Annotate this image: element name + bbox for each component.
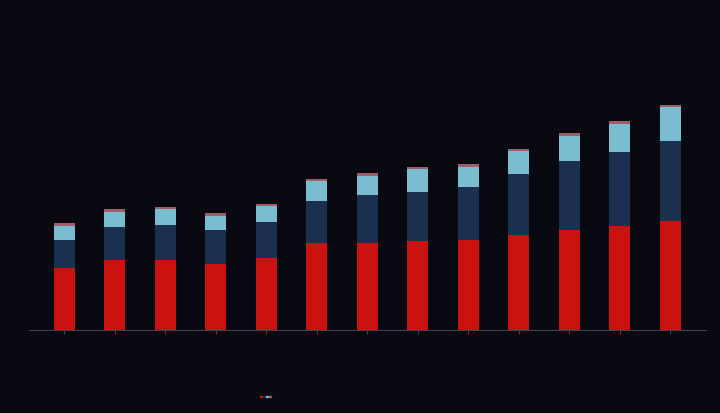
Bar — [53, 223, 75, 225]
Bar — [356, 195, 378, 243]
Bar — [660, 107, 681, 140]
Bar — [458, 166, 479, 187]
Bar — [508, 174, 529, 235]
Bar — [407, 192, 428, 242]
Bar — [559, 230, 580, 330]
Bar — [458, 164, 479, 166]
Bar — [407, 167, 428, 169]
Bar — [559, 161, 580, 230]
Bar — [205, 216, 226, 230]
Bar — [53, 268, 75, 330]
Bar — [609, 121, 630, 124]
Bar — [256, 204, 276, 206]
Bar — [356, 243, 378, 330]
Bar — [306, 243, 328, 330]
Bar — [155, 225, 176, 260]
Bar — [104, 260, 125, 330]
Bar — [559, 133, 580, 135]
Bar — [407, 242, 428, 330]
Bar — [559, 135, 580, 161]
Bar — [306, 179, 328, 181]
Bar — [104, 211, 125, 227]
Bar — [609, 124, 630, 152]
Bar — [458, 240, 479, 330]
Bar — [508, 151, 529, 174]
Bar — [155, 260, 176, 330]
Bar — [660, 221, 681, 330]
Bar — [609, 152, 630, 226]
Bar — [155, 209, 176, 225]
Bar — [104, 227, 125, 260]
Bar — [53, 225, 75, 240]
Bar — [205, 213, 226, 216]
Bar — [205, 264, 226, 330]
Bar — [508, 235, 529, 330]
Bar — [660, 104, 681, 107]
Bar — [660, 140, 681, 221]
Bar — [256, 206, 276, 222]
Bar — [306, 201, 328, 243]
Bar — [256, 258, 276, 330]
Bar — [356, 173, 378, 176]
Bar — [155, 207, 176, 209]
Bar — [458, 187, 479, 240]
Bar — [407, 169, 428, 192]
Bar — [609, 226, 630, 330]
Bar — [104, 209, 125, 211]
Bar — [306, 181, 328, 201]
Bar — [508, 149, 529, 151]
Bar — [53, 240, 75, 268]
Bar — [205, 230, 226, 264]
Bar — [356, 176, 378, 195]
Bar — [256, 222, 276, 258]
Legend: , , , : , , , — [260, 396, 271, 398]
